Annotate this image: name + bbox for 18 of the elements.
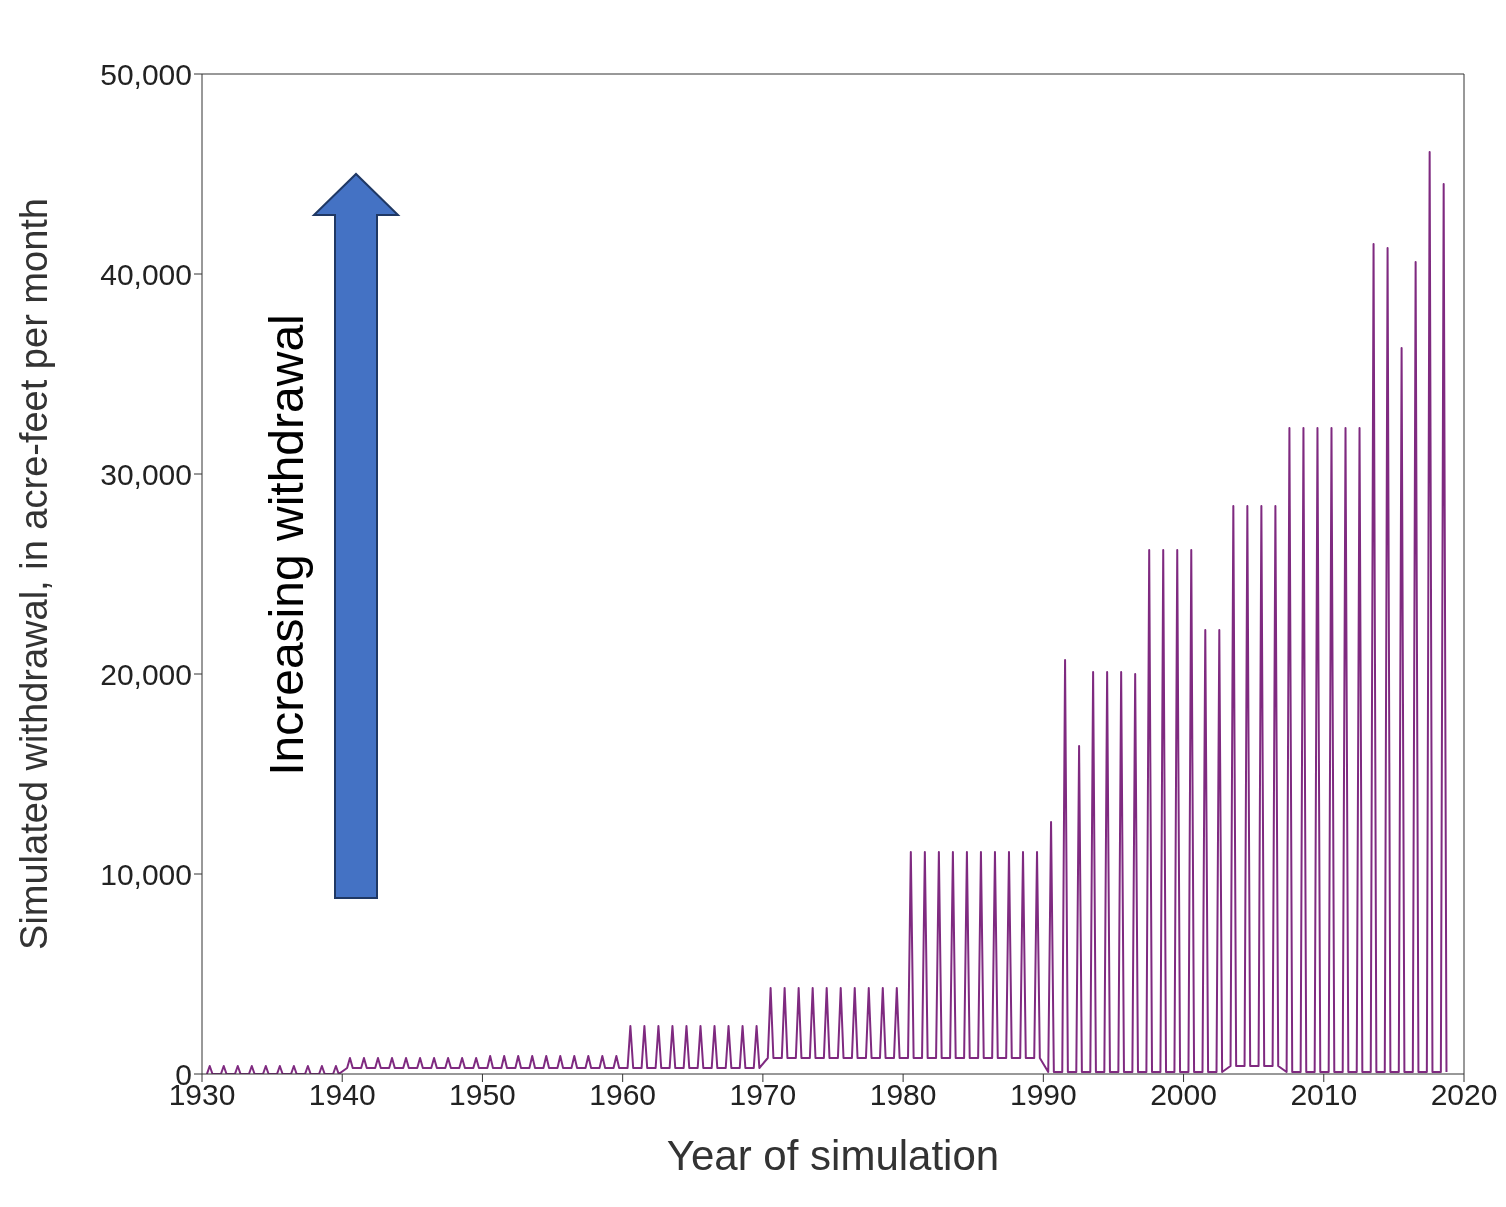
x-tick-label: 1950 xyxy=(449,1078,516,1112)
y-tick-label: 10,000 xyxy=(100,857,192,891)
x-tick-label: 1970 xyxy=(729,1078,797,1112)
y-tick-label: 40,000 xyxy=(100,257,192,291)
y-tick-label: 20,000 xyxy=(100,657,192,691)
y-tick-label: 30,000 xyxy=(100,457,192,491)
line-series xyxy=(205,151,1448,1074)
annotation: Increasing withdrawal xyxy=(260,314,313,776)
x-tick-label: 1940 xyxy=(308,1078,376,1112)
x-tick-label: 2010 xyxy=(1290,1078,1358,1112)
x-tick-label: 2020 xyxy=(1430,1078,1498,1112)
x-tick-label: 1960 xyxy=(589,1078,657,1112)
x-tick-label: 1980 xyxy=(869,1078,937,1112)
y-tick-label: 50,000 xyxy=(100,57,192,91)
x-tick-label: 2000 xyxy=(1150,1078,1217,1112)
x-axis-title: Year of simulation xyxy=(666,1132,1000,1179)
y-axis-title: Simulated withdrawal, in acre-feet per month xyxy=(13,198,56,950)
x-tick-label: 1990 xyxy=(1009,1078,1077,1112)
